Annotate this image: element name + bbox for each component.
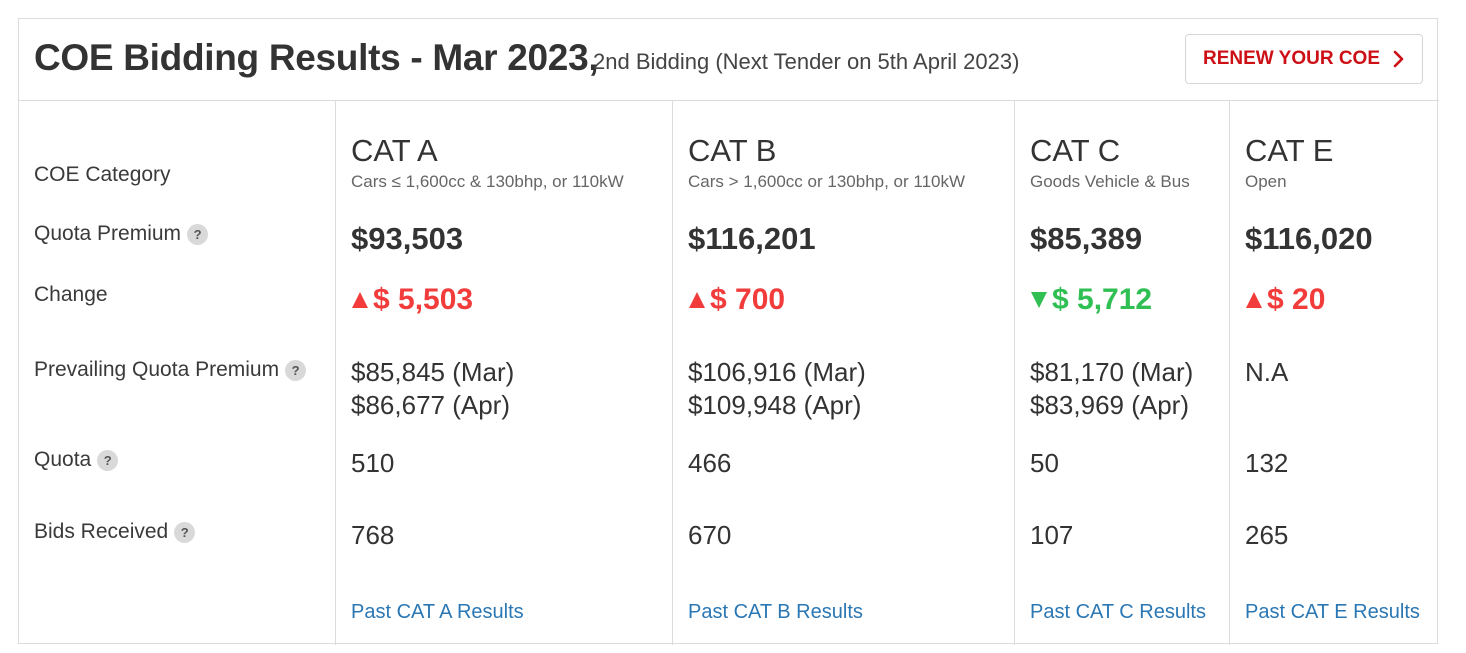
bidding-subtitle: 2nd Bidding (Next Tender on 5th April 20… bbox=[593, 49, 1020, 74]
label-text: Bids Received bbox=[34, 520, 169, 543]
change-amount: $ 5,503 bbox=[373, 283, 474, 316]
category-name: CAT E bbox=[1245, 133, 1334, 168]
pqp-mar: $85,845 (Mar) bbox=[351, 357, 515, 387]
prevailing-quota-premium: $106,916 (Mar) $109,948 (Apr) bbox=[688, 356, 866, 422]
quota-value: 50 bbox=[1030, 448, 1059, 478]
renew-coe-button[interactable]: RENEW YOUR COE bbox=[1185, 34, 1423, 84]
label-text: COE Category bbox=[34, 163, 171, 186]
pqp-mar: $81,170 (Mar) bbox=[1030, 357, 1194, 387]
category-name: CAT A bbox=[351, 133, 438, 168]
category-description: Goods Vehicle & Bus bbox=[1030, 172, 1190, 191]
category-description: Cars ≤ 1,600cc & 130bhp, or 110kW bbox=[351, 172, 624, 191]
category-description: Open bbox=[1245, 172, 1287, 191]
pqp-apr: $86,677 (Apr) bbox=[351, 390, 510, 420]
quota-premium-value: $116,201 bbox=[688, 221, 816, 256]
label-text: Change bbox=[34, 283, 108, 306]
pqp-mar: $106,916 (Mar) bbox=[688, 357, 866, 387]
prevailing-quota-premium: $81,170 (Mar) $83,969 (Apr) bbox=[1030, 356, 1193, 422]
quota-premium-value: $116,020 bbox=[1245, 221, 1373, 256]
past-results-link[interactable]: Past CAT C Results bbox=[1030, 601, 1206, 623]
quota-value: 132 bbox=[1245, 448, 1289, 478]
prevailing-quota-premium: $85,845 (Mar) $86,677 (Apr) bbox=[351, 356, 514, 422]
change-amount: $ 5,712 bbox=[1052, 283, 1153, 316]
page-title: COE Bidding Results - Mar 2023, bbox=[34, 37, 599, 78]
pqp-apr: $83,969 (Apr) bbox=[1030, 390, 1189, 420]
coe-results-panel: COE Bidding Results - Mar 2023, 2nd Bidd… bbox=[18, 18, 1439, 645]
category-column-cat-a: CAT A Cars ≤ 1,600cc & 130bhp, or 110kW … bbox=[335, 101, 673, 645]
category-column-cat-b: CAT B Cars > 1,600cc or 130bhp, or 110kW… bbox=[672, 101, 1015, 645]
change-value: $ 5,712 bbox=[1030, 283, 1152, 317]
past-results-link[interactable]: Past CAT A Results bbox=[351, 601, 524, 623]
label-column: COE Category Quota Premium? Change Preva… bbox=[19, 101, 335, 645]
pqp-apr: $109,948 (Apr) bbox=[688, 390, 862, 420]
change-value: $ 700 bbox=[688, 283, 785, 317]
change-amount: $ 700 bbox=[710, 283, 786, 316]
prevailing-quota-premium: N.A bbox=[1245, 356, 1288, 389]
category-name: CAT C bbox=[1030, 133, 1121, 168]
label-change: Change bbox=[34, 283, 108, 307]
label-coe-category: COE Category bbox=[34, 163, 171, 187]
quota-value: 466 bbox=[688, 448, 732, 478]
category-column-cat-c: CAT C Goods Vehicle & Bus $85,389 $ 5,71… bbox=[1014, 101, 1229, 645]
label-bids-received: Bids Received? bbox=[34, 520, 196, 544]
arrow-up-icon bbox=[352, 292, 368, 308]
arrow-up-icon bbox=[1246, 292, 1262, 308]
arrow-down-icon bbox=[1031, 292, 1047, 308]
label-prevailing-quota-premium: Prevailing Quota Premium? bbox=[34, 358, 307, 382]
bids-received-value: 107 bbox=[1030, 520, 1074, 550]
label-text: Prevailing Quota Premium bbox=[34, 358, 280, 381]
label-quota: Quota? bbox=[34, 448, 119, 472]
help-icon[interactable]: ? bbox=[97, 449, 119, 471]
arrow-up-icon bbox=[689, 292, 705, 308]
past-results-link[interactable]: Past CAT E Results bbox=[1245, 601, 1420, 623]
help-icon[interactable]: ? bbox=[187, 223, 209, 245]
label-text: Quota bbox=[34, 448, 92, 471]
renew-coe-label: RENEW YOUR COE bbox=[1202, 48, 1380, 69]
help-icon[interactable]: ? bbox=[285, 359, 307, 381]
past-results-link[interactable]: Past CAT B Results bbox=[688, 601, 863, 623]
chevron-right-icon bbox=[1393, 50, 1404, 68]
bids-received-value: 768 bbox=[351, 520, 395, 550]
category-name: CAT B bbox=[688, 133, 777, 168]
category-column-cat-e: CAT E Open $116,020 $ 20 N.A 132 265 Pas… bbox=[1229, 101, 1438, 645]
change-amount: $ 20 bbox=[1267, 283, 1326, 316]
bids-received-value: 670 bbox=[688, 520, 732, 550]
label-quota-premium: Quota Premium? bbox=[34, 222, 209, 246]
quota-premium-value: $93,503 bbox=[351, 221, 464, 256]
bids-received-value: 265 bbox=[1245, 520, 1289, 550]
change-value: $ 20 bbox=[1245, 283, 1325, 317]
quota-value: 510 bbox=[351, 448, 395, 478]
label-text: Quota Premium bbox=[34, 222, 182, 245]
panel-header: COE Bidding Results - Mar 2023, 2nd Bidd… bbox=[19, 19, 1439, 101]
category-description: Cars > 1,600cc or 130bhp, or 110kW bbox=[688, 172, 966, 191]
pqp-mar: N.A bbox=[1245, 357, 1289, 387]
change-value: $ 5,503 bbox=[351, 283, 473, 317]
help-icon[interactable]: ? bbox=[174, 521, 196, 543]
quota-premium-value: $85,389 bbox=[1030, 221, 1143, 256]
